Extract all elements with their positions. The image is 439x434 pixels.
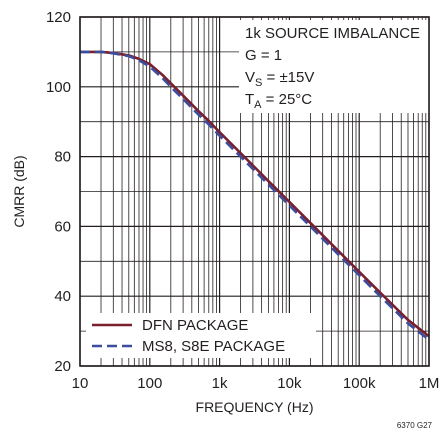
series-line-ms8-s8e (80, 50, 430, 341)
annotation-line-4-rest: = 25°C (262, 91, 313, 108)
y-tick-label: 80 (54, 149, 71, 166)
annotation-line-3: VS = ±15V (245, 69, 314, 89)
series-layer (80, 50, 430, 341)
y-tick-label: 100 (46, 79, 71, 96)
y-axis-title: CMRR (dB) (11, 155, 27, 227)
x-tick-label: 10k (277, 375, 302, 392)
x-tick-label: 10 (72, 375, 89, 392)
annotation-background (239, 20, 429, 113)
figure-id: 6370 G27 (397, 421, 433, 430)
y-tick-label: 20 (54, 358, 71, 375)
y-tick-label: 120 (46, 9, 71, 26)
legend-label-ms8: MS8, S8E PACKAGE (142, 338, 285, 355)
annotation-line-3-main: V (245, 69, 255, 86)
annotation-line-4-sub: A (254, 99, 262, 111)
annotation-line-4-main: T (245, 91, 254, 108)
legend: DFN PACKAGE MS8, S8E PACKAGE (86, 313, 316, 358)
plot-frame (79, 16, 430, 367)
y-tick-label: 60 (54, 218, 71, 235)
annotation-line-2: G = 1 (245, 47, 282, 64)
x-axis-title: FREQUENCY (Hz) (196, 399, 314, 415)
y-tick-label: 40 (54, 288, 71, 305)
legend-label-dfn: DFN PACKAGE (142, 317, 248, 334)
annotation-line-3-rest: = ±15V (262, 69, 314, 86)
annotation-line-3-sub: S (255, 77, 262, 89)
annotation-line-1: 1k SOURCE IMBALANCE (245, 25, 420, 42)
x-tick-label: 100k (343, 375, 376, 392)
annotation-block: 1k SOURCE IMBALANCE G = 1 VS = ±15V TA =… (239, 20, 429, 113)
x-tick-label: 1M (419, 375, 439, 392)
x-tick-label: 100 (137, 375, 162, 392)
x-tick-label: 1k (212, 375, 228, 392)
annotation-line-4: TA = 25°C (245, 91, 312, 111)
tick-labels: 10 100 1k 10k 100k 1M 20 40 60 80 100 120 (46, 9, 439, 392)
legend-background (86, 313, 316, 358)
